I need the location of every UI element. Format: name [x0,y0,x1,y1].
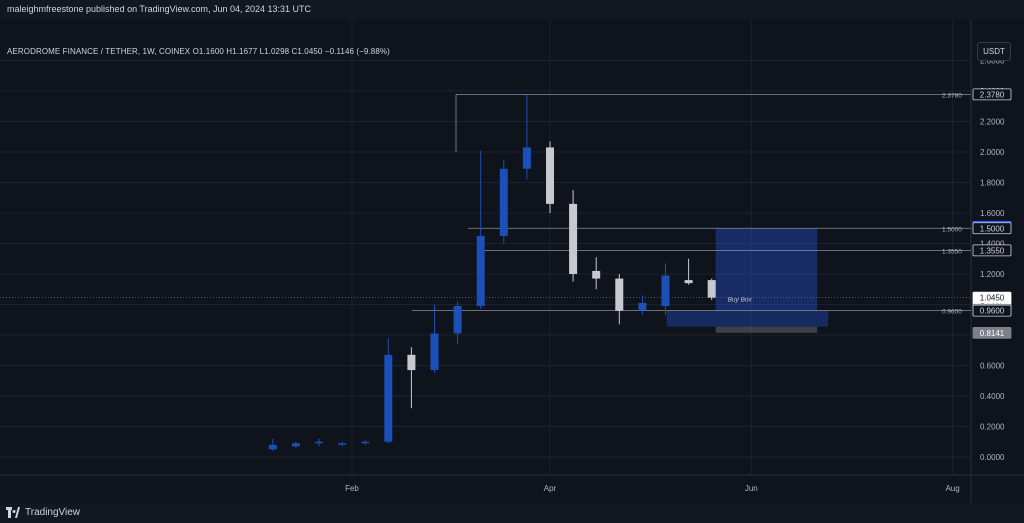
price-tag-label: 1.0450 [980,294,1005,303]
price-tag-label: 2.3780 [980,90,1005,99]
level-label: 1.5000 [942,226,962,233]
price-tag-label: 0.9600 [980,307,1005,316]
symbol-title: AERODROME FINANCE / TETHER, 1W, COINEX [7,47,191,56]
y-tick-label: 1.6000 [980,209,1005,218]
candle-body [592,270,601,279]
price-tag [972,304,1012,317]
top-bar: maleighmfreestone published on TradingVi… [0,0,1024,21]
ohlc-low: L1.0298 [259,47,290,56]
y-tick-label: 0.2000 [980,423,1005,432]
y-tick-label: 0.6000 [980,362,1005,371]
x-tick-label: Jun [745,484,758,493]
x-tick-label: Apr [544,484,557,493]
grid-layer [0,20,971,475]
tradingview-logo[interactable]: TradingView [6,507,80,518]
price-tag [972,326,1012,339]
buy-box-zone [666,310,829,327]
candlestick-chart[interactable]: Buy Box 2.3780 1.5000 1.3550 0.9600 0.0000 0… [0,20,1024,503]
price-tag [972,244,1012,257]
publisher-text: maleighmfreestone published on TradingVi… [7,4,312,14]
buy-box-upper [715,228,818,311]
candle-body [453,306,462,334]
candle-body [661,275,670,307]
y-tick-label: 2.6000 [980,57,1005,66]
buy-box-lower [715,326,818,333]
candle-body [291,443,300,447]
candle-body [638,302,647,311]
candle-body [338,443,347,445]
candle-body [407,354,416,371]
ohlc-close: C1.0450 [291,47,323,56]
candle-body [522,147,531,169]
price-tag-label: 1.5000 [980,224,1005,233]
candle-body [499,168,508,236]
price-tag [972,222,1012,235]
tradingview-logo-icon [6,507,20,518]
y-tick-label: 0.4000 [980,392,1005,401]
y-tick-label: 1.8000 [980,179,1005,188]
price-tag-label: 0.8141 [980,329,1005,338]
price-tag-label: 1.3550 [980,246,1005,255]
x-tick-label: Feb [345,484,359,493]
candle-body [268,444,277,450]
candle-body [684,280,693,284]
candle-body [315,441,323,444]
candle-body [384,354,393,442]
candle-body [707,280,716,298]
ohlc-change: −0.1146 (−9.88%) [324,47,390,56]
y-tick-label: 2.2000 [980,118,1005,127]
symbol-legend: AERODROME FINANCE / TETHER, 1W, COINEX O… [7,47,390,56]
tradingview-brand: TradingView [25,507,81,518]
ohlc-open: O1.1600 [192,47,224,56]
level-label: 1.3550 [942,248,962,255]
y-tick-label: 0.0000 [980,453,1005,462]
level-label: 2.3780 [942,92,962,99]
y-tick-label: 2.0000 [980,148,1005,157]
candle-body [546,147,554,204]
candle-body [361,441,370,444]
x-tick-label: Aug [945,484,959,493]
candle-body [476,235,485,307]
y-tick-label: 1.2000 [980,270,1005,279]
annotation-layer: Buy Box [666,228,829,333]
chart-background [0,20,1024,503]
candle-body [569,203,578,274]
ohlc-high: H1.1677 [226,47,258,56]
buy-box-label: Buy Box [728,296,753,303]
candle-body [430,333,439,371]
bottom-bar: TradingView [0,503,1024,523]
y-tick-label: 1.4000 [980,240,1005,249]
currency-button[interactable]: USDT [977,42,1011,61]
level-layer: 2.3780 1.5000 1.3550 0.9600 [0,92,971,316]
candle-body [615,278,624,311]
candle-layer [268,94,716,451]
level-label: 0.9600 [942,309,962,316]
price-tag [972,88,1012,101]
chart-area[interactable]: Buy Box 2.3780 1.5000 1.3550 0.9600 0.0000 0… [0,20,1024,503]
